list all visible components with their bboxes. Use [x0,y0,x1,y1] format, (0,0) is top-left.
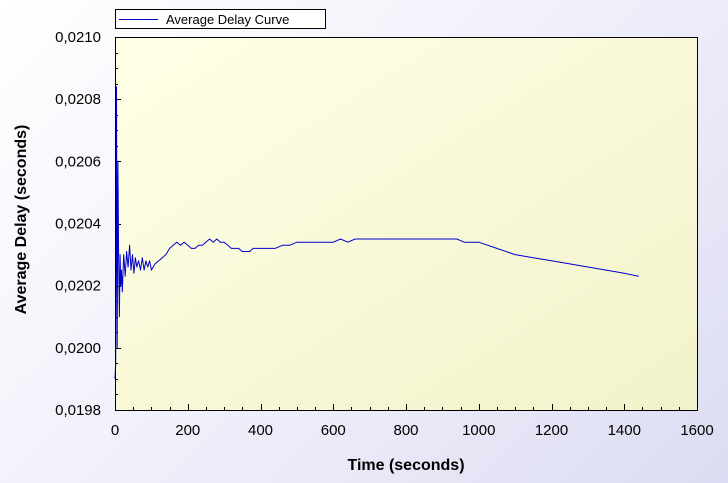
y-axis-title: Average Delay (seconds) [13,125,30,315]
x-axis-ticks: 0 200 400 600 800 1000 1200 1400 1600 [111,404,714,439]
legend-label: Average Delay Curve [166,12,289,27]
series-line-average-delay-curve [114,86,639,379]
y-axis-ticks: 0,0198 0,0200 0,0202 0,0204 0,0206 0,0208 0,02… [55,29,121,419]
plot-area [115,37,697,410]
y-tick-label: 0,0206 [55,153,101,170]
legend: Average Delay Curve [115,9,326,29]
x-tick-label: 1000 [462,422,495,439]
y-tick-label: 0,0210 [55,29,101,46]
x-tick-label: 800 [393,422,418,439]
legend-box [115,9,326,29]
x-tick-label: 1200 [535,422,568,439]
x-axis-title: Time (seconds) [347,457,464,474]
y-tick-label: 0,0208 [55,91,101,108]
plot-frame [115,37,698,411]
x-tick-label: 600 [321,422,346,439]
x-tick-label: 1600 [680,422,713,439]
y-tick-label: 0,0200 [55,340,101,357]
x-tick-label: 200 [175,422,200,439]
x-tick-label: 400 [248,422,273,439]
y-tick-label: 0,0204 [55,216,101,233]
y-tick-label: 0,0202 [55,278,101,295]
x-tick-label: 0 [111,422,119,439]
y-tick-label: 0,0198 [55,402,101,419]
x-tick-label: 1400 [608,422,641,439]
